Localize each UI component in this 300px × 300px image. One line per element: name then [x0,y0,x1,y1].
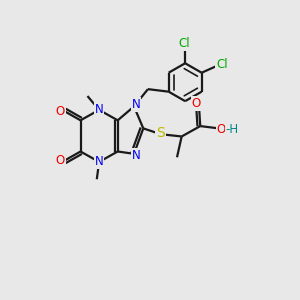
Text: N: N [95,155,103,168]
Text: Cl: Cl [216,58,228,71]
Text: O: O [192,97,201,110]
Text: N: N [131,149,140,162]
Text: N: N [131,98,140,111]
Text: O: O [56,105,65,118]
Text: O: O [217,123,226,136]
Text: Cl: Cl [178,37,190,50]
Text: N: N [95,103,103,116]
Text: O: O [56,154,65,167]
Text: S: S [156,126,165,140]
Text: -H: -H [226,123,239,136]
